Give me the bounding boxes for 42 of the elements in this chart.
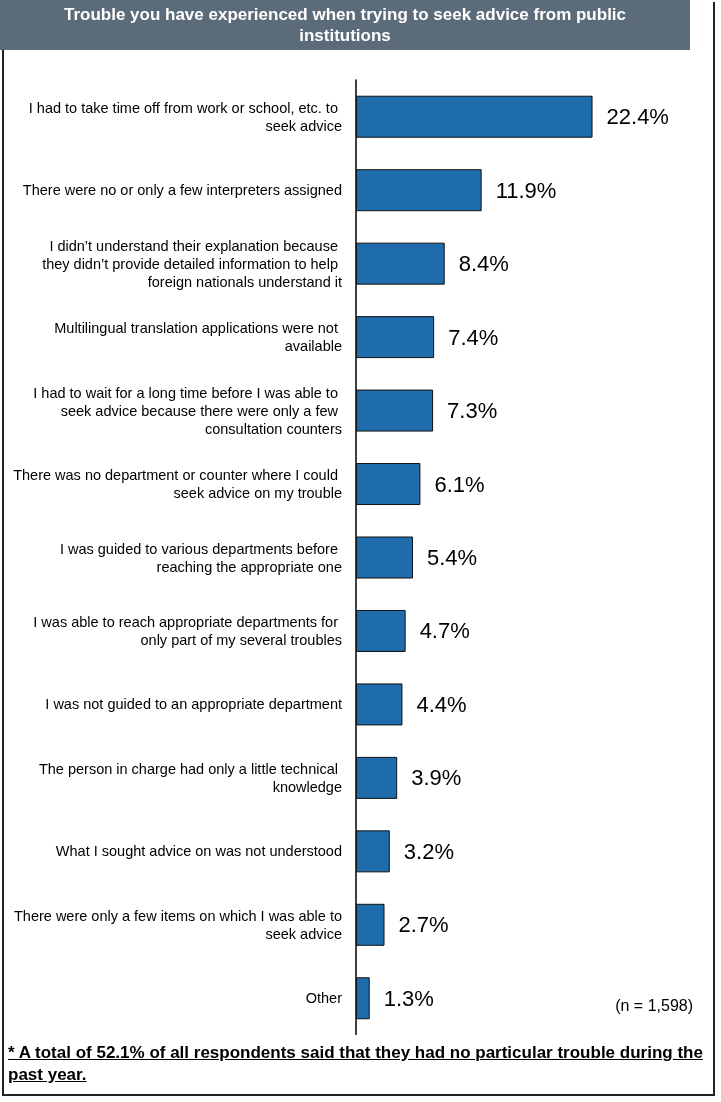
data-label: 3.2% — [403, 838, 454, 864]
bar — [356, 683, 403, 726]
chart-title: Trouble you have experienced when trying to seek advice from public institutions — [0, 0, 690, 50]
y-tick-label: Multilingual translation applications were not available — [54, 320, 342, 355]
text: * A total of 52.1% of all respondents said that they had no particular trouble during the past year. — [8, 1042, 704, 1086]
y-tick-label: I didn’t understand their explanation because they didn’t provide detailed information to help foreign nationals understand it — [42, 237, 342, 290]
data-label: 6.1% — [434, 471, 485, 497]
y-tick-label: What I sought advice on was not understood — [55, 843, 342, 860]
y-tick-label: I had to wait for a long time before I was able to seek advice because there were only a few consultation counters — [33, 384, 342, 437]
bar — [356, 977, 370, 1020]
data-label: 2.7% — [398, 912, 449, 938]
data-label: 22.4% — [606, 104, 669, 130]
bar — [356, 463, 421, 506]
y-tick-label: There were no or only a few interpreters assigned — [22, 182, 342, 199]
bar — [356, 536, 414, 579]
bar — [356, 756, 398, 799]
text: (n = 1,598) — [615, 996, 693, 1014]
data-label: 4.4% — [416, 691, 467, 717]
data-label: 4.7% — [419, 618, 470, 644]
bar — [356, 830, 390, 873]
data-label: 7.4% — [448, 324, 499, 350]
y-tick-label: I was not guided to an appropriate department — [45, 696, 342, 713]
data-label: 11.9% — [495, 177, 557, 203]
y-tick-label: There were only a few items on which I was able to seek advice — [13, 907, 342, 942]
data-label: 1.3% — [383, 985, 434, 1011]
bar — [356, 609, 406, 652]
bar — [356, 389, 434, 432]
y-tick-label: There was no department or counter where I could seek advice on my trouble — [13, 467, 342, 502]
bar — [356, 95, 593, 138]
bar — [356, 316, 435, 359]
data-label: 3.9% — [411, 765, 462, 791]
y-tick-label: I was guided to various departments before reaching the appropriate one — [59, 540, 342, 575]
y-tick-label: Other — [305, 990, 343, 1007]
y-tick-label: I had to take time off from work or school, etc. to seek advice — [28, 99, 342, 134]
bar — [356, 903, 385, 946]
y-tick-label: I was able to reach appropriate departments for only part of my several troubles — [33, 613, 342, 648]
data-label: 7.3% — [447, 398, 498, 424]
bar — [356, 242, 445, 285]
data-label: 5.4% — [427, 545, 478, 570]
data-label: 8.4% — [458, 251, 509, 277]
y-tick-label: The person in charge had only a little technical knowledge — [38, 760, 342, 795]
bar — [356, 169, 482, 212]
